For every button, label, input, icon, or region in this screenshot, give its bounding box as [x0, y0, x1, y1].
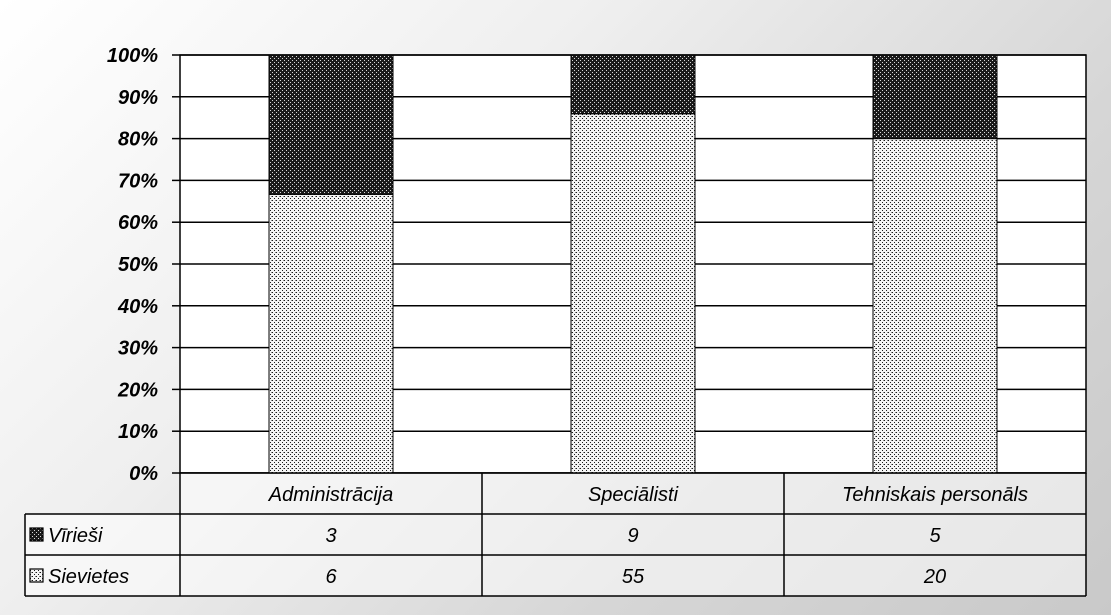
- y-tick-label: 60%: [118, 212, 158, 234]
- y-tick-label: 90%: [118, 87, 158, 109]
- bar-sievietes-2[interactable]: [570, 113, 696, 474]
- bar-viriesi-2[interactable]: [570, 54, 696, 115]
- x-category-label: Administrācija: [268, 484, 393, 506]
- data-table-value: 55: [622, 566, 645, 588]
- data-table-value: 6: [325, 566, 337, 588]
- y-tick-label: 80%: [118, 129, 158, 151]
- bar-sievietes-3[interactable]: [872, 138, 998, 474]
- legend-series-name: Sievietes: [48, 566, 129, 588]
- data-table: [180, 473, 1086, 596]
- y-tick-label: 40%: [117, 296, 158, 318]
- legend-key: [29, 568, 44, 583]
- x-category-label: Speciālisti: [588, 484, 679, 506]
- data-table-value: 9: [627, 525, 638, 547]
- y-tick-label: 100%: [107, 45, 158, 67]
- y-tick-label: 50%: [118, 254, 158, 276]
- y-tick-label: 30%: [118, 338, 158, 360]
- bar-sievietes-1[interactable]: [268, 193, 394, 474]
- y-tick-label: 0%: [129, 463, 158, 485]
- data-table-value: 20: [923, 566, 946, 588]
- data-table-value: 3: [325, 525, 336, 547]
- bar-viriesi-1[interactable]: [268, 54, 394, 195]
- legend-series-name: Vīrieši: [48, 525, 103, 547]
- legend-key: [29, 527, 44, 542]
- bar-viriesi-3[interactable]: [872, 54, 998, 140]
- x-category-label: Tehniskais personāls: [842, 484, 1028, 506]
- y-tick-label: 10%: [118, 421, 158, 443]
- y-tick-label: 20%: [117, 379, 158, 401]
- y-tick-label: 70%: [118, 170, 158, 192]
- data-table-value: 5: [929, 525, 941, 547]
